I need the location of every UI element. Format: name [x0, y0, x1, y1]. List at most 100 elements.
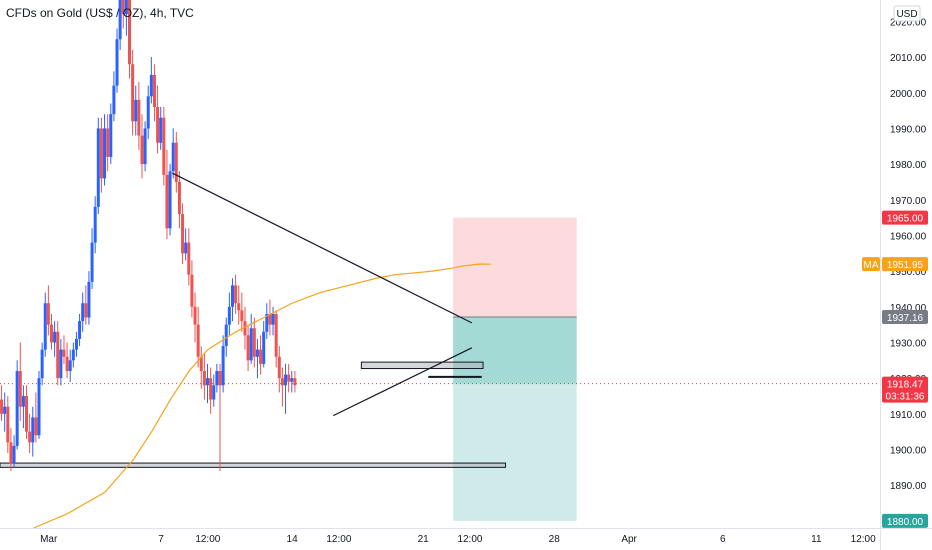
time-axis[interactable] — [0, 528, 880, 550]
candle — [218, 363, 222, 471]
candle-body — [287, 374, 291, 382]
candle — [199, 346, 203, 389]
candle — [46, 285, 50, 336]
candle-body — [290, 378, 294, 382]
candle — [287, 363, 291, 393]
candle-body — [280, 378, 284, 386]
candle — [40, 342, 44, 386]
candle — [112, 71, 116, 122]
price-badge[interactable]: 1951.95 MA — [862, 257, 928, 272]
x-tick-label: 6 — [720, 534, 726, 545]
candle — [240, 292, 244, 332]
candle — [165, 149, 169, 240]
candle — [168, 164, 172, 236]
y-tick-label: 1890.00 — [890, 481, 927, 492]
profit-zone-filled[interactable] — [453, 316, 577, 384]
candle — [227, 292, 231, 336]
candle-body — [277, 356, 281, 379]
candle — [193, 292, 197, 343]
support-zone[interactable] — [428, 375, 482, 378]
candle-body — [190, 274, 194, 307]
candle — [84, 285, 88, 325]
currency-text: USD — [896, 9, 917, 20]
trendline[interactable] — [171, 172, 473, 324]
candle — [237, 285, 241, 325]
candle-body — [221, 346, 225, 386]
candle-body — [118, 0, 122, 40]
candle-body — [137, 99, 141, 136]
support-zone[interactable] — [360, 361, 484, 370]
candle — [280, 367, 284, 407]
support-zone[interactable] — [0, 462, 507, 468]
trendline[interactable] — [333, 347, 473, 417]
candle-body — [196, 324, 200, 357]
price-badge[interactable]: 1880.00 — [882, 513, 928, 528]
candle — [96, 117, 100, 215]
candle-body — [25, 396, 29, 432]
zones — [0, 361, 880, 468]
candle-body — [230, 285, 234, 307]
candle — [146, 85, 150, 140]
candle-body — [271, 313, 275, 325]
candle-body — [162, 117, 166, 175]
candle — [212, 374, 216, 407]
candle-body — [159, 117, 163, 143]
take-profit-zone[interactable] — [453, 383, 577, 521]
y-tick-label: 1930.00 — [890, 338, 927, 349]
x-tick-label: Apr — [621, 534, 637, 545]
candle-body — [209, 378, 213, 400]
candle-body — [187, 242, 191, 275]
price-badge[interactable]: 1937.16 — [882, 309, 928, 324]
candle-body — [262, 331, 266, 364]
y-tick-label: 1960.00 — [890, 231, 927, 242]
candle-body — [143, 128, 147, 165]
stop-loss-zone[interactable] — [453, 217, 577, 317]
candle-body — [3, 406, 7, 414]
candle — [103, 114, 107, 186]
candle-body — [259, 349, 263, 364]
candle — [124, 0, 128, 36]
candle — [156, 85, 160, 154]
candle — [293, 371, 297, 393]
candle-body — [134, 99, 138, 122]
candle — [206, 363, 210, 404]
position-tool[interactable] — [453, 217, 577, 521]
candle-body — [106, 128, 110, 157]
candle — [62, 335, 66, 364]
currency-label[interactable]: USD — [893, 5, 921, 22]
candle — [246, 324, 250, 372]
candle — [187, 228, 191, 286]
candle — [71, 342, 75, 368]
candle-body — [131, 64, 135, 122]
y-tick-label: 1950.00 — [890, 267, 927, 278]
candle-body — [6, 406, 10, 443]
candle-body — [146, 96, 150, 129]
candle-body — [56, 331, 60, 379]
x-tick-label: 21 — [418, 534, 430, 545]
candle — [43, 292, 47, 357]
candle — [49, 313, 53, 350]
candle-body — [252, 328, 256, 357]
candle — [209, 367, 213, 414]
candle — [152, 64, 156, 122]
candle-body — [31, 417, 35, 443]
candle-body — [15, 371, 19, 446]
candle — [3, 392, 7, 432]
x-tick-label: 28 — [549, 534, 561, 545]
candle-body — [249, 328, 253, 361]
y-tick-label: 1990.00 — [890, 124, 927, 135]
candle-body — [246, 335, 250, 361]
candle-body — [240, 310, 244, 322]
candle — [78, 313, 82, 347]
candle — [184, 228, 188, 261]
price-badge[interactable]: 1965.00 — [882, 210, 928, 225]
price-axis[interactable] — [880, 0, 932, 550]
candles — [0, 0, 297, 471]
candle-body — [90, 242, 94, 282]
candle-body — [65, 356, 69, 372]
candle — [59, 338, 63, 386]
candle — [271, 306, 275, 336]
